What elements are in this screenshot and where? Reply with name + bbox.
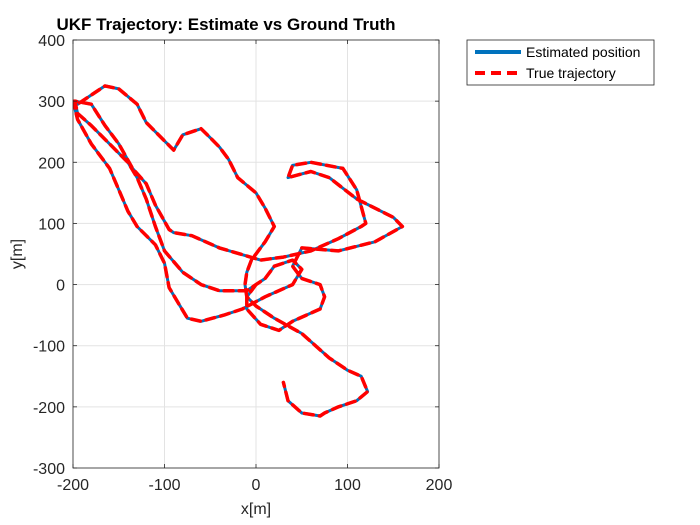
y-axis-label: y[m] (9, 239, 26, 269)
y-tick-label: 200 (38, 155, 65, 172)
x-axis-label: x[m] (241, 501, 271, 518)
y-tick-label: 400 (38, 33, 65, 50)
x-tick-label: 200 (426, 477, 453, 494)
x-tick-label: -100 (148, 477, 180, 494)
x-tick-label: 100 (334, 477, 361, 494)
x-tick-label: 0 (252, 477, 261, 494)
y-tick-label: -100 (33, 339, 65, 356)
y-tick-label: 300 (38, 94, 65, 111)
legend: Estimated position True trajectory (466, 39, 655, 86)
legend-box (466, 39, 655, 86)
chart-title: UKF Trajectory: Estimate vs Ground Truth (56, 15, 395, 34)
y-tick-label: 0 (56, 278, 65, 295)
y-tick-label: -200 (33, 400, 65, 417)
legend-label-estimated: Estimated position (526, 44, 640, 60)
series-line-true (73, 84, 405, 418)
tick-marks (72, 39, 440, 469)
y-tick-label: 100 (38, 216, 65, 233)
y-tick-label: -300 (33, 461, 65, 478)
series-layer (73, 84, 405, 418)
x-tick-label: -200 (57, 477, 89, 494)
legend-label-true: True trajectory (526, 65, 616, 81)
